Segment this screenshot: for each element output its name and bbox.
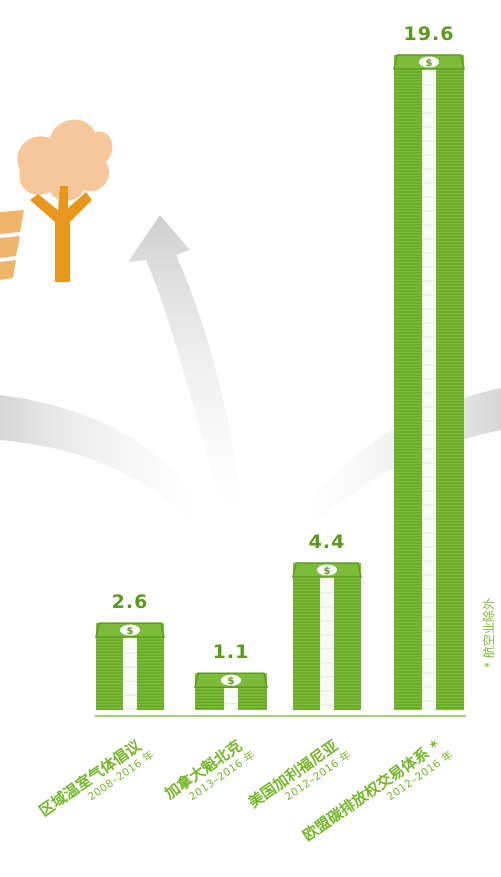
bill-band — [123, 637, 137, 710]
dollar-bill-icon: $ — [95, 622, 165, 638]
bar-stack: $ — [95, 622, 165, 710]
value-labels: 2.6 1.1 4.4 19.6 — [112, 23, 455, 663]
bars: $ $ $ $ — [95, 54, 465, 710]
arrow-up-left — [128, 215, 250, 560]
svg-text:$: $ — [127, 626, 134, 637]
value-label: 2.6 — [112, 591, 149, 613]
dollar-bill-icon: $ — [393, 54, 465, 70]
dollar-bill-icon: $ — [292, 562, 362, 578]
tree-canopy — [17, 119, 113, 201]
value-label: 4.4 — [309, 531, 346, 553]
dollar-bill-icon: $ — [194, 672, 268, 688]
tree-icon — [17, 119, 113, 282]
bar-stack: $ — [292, 562, 362, 710]
solar-panel-icon — [0, 210, 24, 280]
value-label: 1.1 — [213, 641, 250, 663]
bar-stack: $ — [194, 672, 268, 710]
svg-text:$: $ — [228, 676, 235, 687]
bill-band — [224, 687, 238, 710]
bill-band — [422, 69, 436, 710]
bar-stack: $ — [393, 54, 465, 710]
svg-text:$: $ — [426, 58, 433, 69]
arrow-right — [268, 388, 501, 570]
bill-band — [320, 576, 334, 710]
tree-trunk — [30, 186, 92, 282]
value-label: 19.6 — [404, 23, 455, 45]
svg-text:$: $ — [324, 566, 331, 577]
arrow-left — [0, 395, 232, 565]
category-labels: 区域温室气体倡议2008–2016 年加拿大魁北克2013–2016 年美国加利… — [36, 736, 456, 845]
footnote: * 航空业除外 — [481, 598, 496, 668]
